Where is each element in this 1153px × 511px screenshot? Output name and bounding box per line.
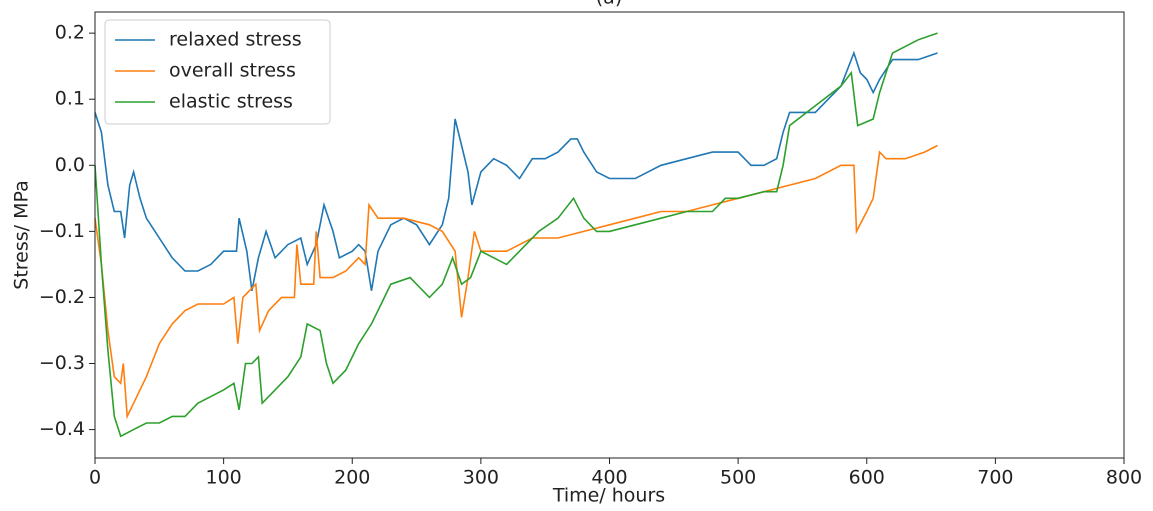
y-tick-label: −0.4 <box>39 418 85 440</box>
line-series <box>94 144 938 420</box>
y-tick-label: −0.3 <box>39 352 85 374</box>
x-tick-label: 500 <box>720 467 756 489</box>
y-tick-label: 0.2 <box>55 22 85 44</box>
y-tick-label: 0.0 <box>55 154 85 176</box>
plot-frame <box>94 11 1125 459</box>
y-tick-label: −0.2 <box>39 286 85 308</box>
y-axis-label: Stress/ MPa <box>11 180 33 289</box>
line-series <box>94 50 938 291</box>
x-tick-label: 600 <box>849 467 885 489</box>
x-tick-label: 400 <box>591 467 627 489</box>
x-tick-label: 700 <box>977 467 1013 489</box>
x-tick-label: 200 <box>334 467 370 489</box>
legend-label: elastic stress <box>169 91 293 113</box>
x-axis-label: Time/ hours <box>552 485 665 507</box>
chart-title: (a) <box>596 0 622 9</box>
y-tick-label: 0.1 <box>55 88 85 110</box>
x-tick-label: 800 <box>1106 467 1142 489</box>
legend-label: overall stress <box>169 60 296 82</box>
x-tick-label: 100 <box>205 467 241 489</box>
legend-label: relaxed stress <box>169 29 302 51</box>
x-tick-label: 0 <box>89 467 101 489</box>
line-series <box>94 32 938 438</box>
x-tick-label: 300 <box>463 467 499 489</box>
legend-box <box>104 19 331 125</box>
y-tick-label: −0.1 <box>39 220 85 242</box>
